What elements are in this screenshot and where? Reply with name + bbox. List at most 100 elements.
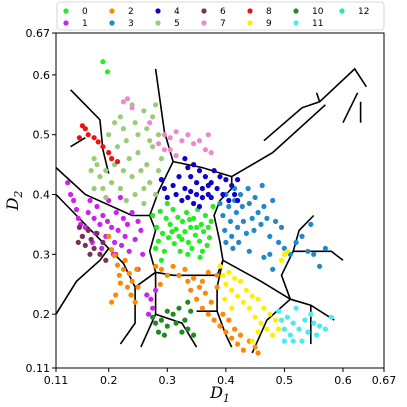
data-point-cluster-3	[249, 215, 255, 221]
data-point-cluster-2	[182, 266, 188, 272]
data-point-cluster-11	[308, 311, 314, 317]
data-point-cluster-11	[302, 317, 308, 323]
data-point-cluster-3	[220, 212, 226, 219]
data-point-cluster-11	[278, 317, 285, 323]
data-point-cluster-4	[211, 168, 217, 174]
y-tick-label: 0.11	[26, 362, 51, 375]
data-point-cluster-9	[229, 305, 235, 311]
data-point-cluster-0	[202, 212, 208, 219]
data-point-cluster-5	[123, 197, 129, 204]
data-point-cluster-3	[252, 194, 258, 201]
data-point-cluster-0	[185, 251, 191, 257]
data-point-cluster-5	[135, 150, 141, 156]
data-point-cluster-3	[237, 191, 244, 198]
data-point-cluster-2	[220, 311, 226, 317]
legend-marker	[201, 8, 207, 14]
data-point-cluster-7	[161, 132, 167, 138]
data-point-cluster-7	[147, 120, 153, 126]
data-point-cluster-8	[109, 156, 115, 162]
data-point-cluster-11	[290, 320, 296, 326]
data-point-cluster-2	[116, 272, 122, 278]
data-point-cluster-7	[202, 147, 208, 153]
data-point-cluster-10	[155, 329, 162, 335]
data-point-cluster-2	[124, 284, 131, 290]
data-point-cluster-2	[208, 299, 214, 305]
data-point-cluster-1	[138, 227, 144, 233]
data-point-cluster-1	[148, 296, 154, 302]
data-point-cluster-9	[284, 248, 290, 254]
data-point-cluster-0	[164, 200, 170, 207]
data-point-cluster-3	[251, 227, 257, 233]
data-point-cluster-11	[281, 338, 287, 344]
legend-label: 4	[174, 7, 180, 17]
data-point-cluster-1	[112, 239, 118, 245]
boundary-line	[293, 250, 344, 261]
data-point-cluster-3	[270, 197, 276, 204]
data-point-cluster-5	[132, 120, 138, 126]
y-tick-label: 0.2	[33, 308, 51, 321]
data-point-cluster-4	[182, 185, 188, 192]
legend-marker	[109, 20, 115, 26]
legend-label: 9	[266, 19, 272, 29]
data-point-cluster-9	[258, 320, 264, 326]
data-point-cluster-4	[188, 188, 194, 195]
data-point-cluster-2	[158, 266, 164, 272]
data-point-cluster-1	[144, 292, 150, 298]
data-point-cluster-9	[270, 332, 276, 338]
data-point-cluster-3	[246, 248, 252, 254]
data-point-cluster-10	[191, 332, 197, 338]
data-point-cluster-2	[240, 347, 246, 353]
data-point-cluster-2	[106, 233, 112, 239]
data-point-cluster-9	[261, 305, 267, 311]
data-point-cluster-5	[123, 138, 129, 144]
x-tick-label: 0.2	[100, 374, 118, 387]
data-point-cluster-0	[158, 257, 164, 263]
boundary-line	[70, 137, 86, 148]
data-point-cluster-5	[144, 162, 150, 168]
data-point-cluster-1	[126, 248, 132, 254]
data-point-cluster-1	[129, 209, 135, 216]
boundary-line	[342, 92, 359, 124]
data-point-cluster-2	[185, 278, 191, 284]
data-point-cluster-4	[161, 185, 167, 192]
data-point-cluster-7	[120, 99, 126, 105]
data-point-cluster-9	[220, 272, 226, 278]
data-points	[65, 59, 334, 356]
data-point-cluster-1	[94, 203, 100, 210]
data-point-cluster-1	[68, 191, 74, 198]
data-point-cluster-10	[182, 317, 188, 323]
data-point-cluster-3	[227, 218, 234, 224]
data-point-cluster-2	[122, 257, 128, 263]
data-point-cluster-10	[161, 332, 167, 338]
data-point-cluster-4	[170, 182, 176, 189]
data-point-cluster-0	[194, 224, 200, 230]
data-point-cluster-4	[188, 174, 194, 180]
data-point-cluster-2	[205, 311, 211, 317]
data-point-cluster-3	[264, 215, 270, 221]
data-point-cluster-7	[196, 138, 203, 144]
data-point-cluster-11	[293, 305, 299, 311]
data-point-cluster-1	[104, 218, 111, 224]
data-point-cluster-11	[328, 314, 334, 320]
legend-marker	[155, 8, 161, 14]
data-point-cluster-3	[276, 239, 282, 245]
data-point-cluster-1	[124, 221, 131, 227]
data-point-cluster-1	[113, 209, 119, 216]
legend-marker	[155, 20, 161, 26]
y-axis-label: D2	[3, 191, 25, 212]
data-point-cluster-9	[222, 296, 228, 302]
data-point-cluster-0	[160, 230, 166, 236]
data-point-cluster-5	[120, 126, 126, 132]
data-point-cluster-10	[176, 305, 182, 311]
data-point-cluster-5	[135, 132, 141, 138]
data-point-cluster-11	[281, 326, 287, 332]
data-point-cluster-0	[100, 59, 106, 65]
data-point-cluster-2	[153, 263, 159, 269]
data-point-cluster-8	[82, 126, 88, 132]
data-point-cluster-6	[91, 245, 97, 251]
data-point-cluster-4	[226, 197, 232, 204]
legend-label: 12	[358, 7, 369, 17]
data-point-cluster-8	[100, 144, 106, 150]
data-point-cluster-9	[249, 293, 255, 299]
data-point-cluster-5	[141, 185, 147, 192]
